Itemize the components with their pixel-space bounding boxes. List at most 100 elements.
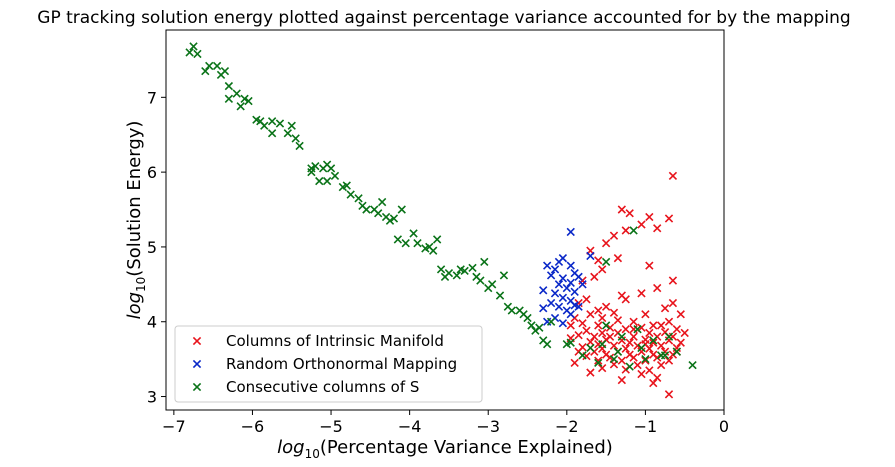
data-point: [566, 310, 575, 319]
data-point: [216, 70, 226, 80]
data-point: [641, 310, 650, 319]
data-point: [598, 363, 607, 373]
data-point: [578, 351, 587, 360]
data-point: [539, 304, 548, 313]
data-point: [617, 205, 626, 214]
data-point: [330, 171, 340, 181]
data-point: [240, 94, 249, 103]
data-point: [590, 272, 599, 282]
plot-area: [165, 29, 725, 411]
data-point: [609, 308, 619, 317]
data-point: [401, 239, 410, 248]
data-point: [664, 356, 674, 365]
data-point: [409, 229, 418, 238]
legend-marker-consecutive-columns: [192, 382, 202, 392]
data-point: [476, 276, 485, 285]
data-point: [617, 332, 626, 341]
data-point: [523, 313, 532, 323]
data-point: [185, 48, 194, 57]
data-point: [672, 325, 682, 334]
x-tick-label: −2: [555, 417, 579, 436]
plot-frame: [165, 29, 725, 411]
data-point: [676, 338, 685, 347]
data-point: [460, 266, 469, 276]
data-point: [432, 235, 442, 244]
data-point: [672, 343, 682, 353]
data-point: [637, 343, 646, 353]
data-point: [601, 257, 611, 267]
data-point: [621, 295, 630, 304]
data-point: [594, 256, 603, 265]
data-point: [649, 378, 658, 388]
data-point: [562, 283, 571, 293]
data-point: [315, 176, 324, 186]
data-point: [582, 295, 591, 304]
legend-item-consecutive-columns: Consecutive columns of S: [192, 378, 419, 396]
data-point: [189, 42, 198, 51]
data-point: [566, 227, 575, 237]
data-point: [543, 261, 552, 270]
data-point: [554, 257, 564, 267]
data-point: [629, 332, 638, 341]
points-layer: [185, 42, 697, 399]
data-point: [429, 246, 438, 255]
data-point: [393, 235, 403, 244]
data-point: [487, 280, 497, 289]
data-point: [649, 336, 658, 345]
data-point: [680, 328, 689, 338]
y-axis-label: log10(Solution Energy): [124, 121, 148, 320]
y-tick-label: 5: [147, 238, 157, 257]
data-point: [499, 271, 509, 280]
data-point: [232, 89, 241, 98]
data-point: [480, 257, 489, 267]
x-tick-label: −3: [476, 417, 500, 436]
data-point: [613, 316, 623, 325]
data-point: [656, 360, 666, 370]
x-axis-label: log10(Percentage Variance Explained): [277, 437, 613, 461]
data-point: [621, 226, 630, 235]
data-point: [311, 161, 320, 171]
data-point: [641, 356, 650, 365]
data-point: [653, 353, 662, 362]
data-point: [625, 338, 634, 347]
data-point: [574, 331, 583, 340]
data-point: [201, 66, 210, 76]
data-point: [625, 362, 634, 371]
legend-marker-cross: [192, 382, 202, 392]
data-point: [629, 317, 638, 326]
data-point: [637, 220, 646, 229]
y-tick-label: 6: [147, 163, 157, 182]
data-point: [609, 354, 619, 364]
data-point: [586, 310, 595, 319]
data-point: [397, 205, 406, 214]
data-point: [633, 325, 642, 334]
data-point: [598, 328, 607, 338]
legend-marker-cross: [192, 359, 202, 369]
data-point: [566, 321, 575, 330]
data-point: [645, 366, 654, 375]
data-point: [385, 216, 395, 225]
data-point: [653, 283, 662, 293]
data-point: [605, 323, 615, 332]
data-point: [566, 338, 575, 347]
data-point: [598, 313, 607, 323]
data-point: [535, 323, 544, 332]
chart-title: GP tracking solution energy plotted agai…: [37, 8, 850, 28]
data-point: [554, 280, 564, 289]
data-point: [570, 358, 579, 368]
data-point: [676, 310, 685, 319]
data-point: [645, 261, 654, 270]
data-point: [558, 319, 568, 328]
data-point: [664, 214, 674, 223]
data-point: [668, 171, 678, 181]
data-point: [664, 390, 674, 399]
data-point: [550, 289, 560, 298]
data-point: [507, 306, 516, 315]
data-point: [295, 141, 304, 151]
data-point: [291, 134, 300, 143]
data-point: [578, 280, 587, 289]
data-point: [244, 96, 253, 106]
data-point: [586, 343, 595, 353]
data-point: [617, 375, 626, 385]
legend-marker-intrinsic-manifold: [192, 336, 202, 346]
